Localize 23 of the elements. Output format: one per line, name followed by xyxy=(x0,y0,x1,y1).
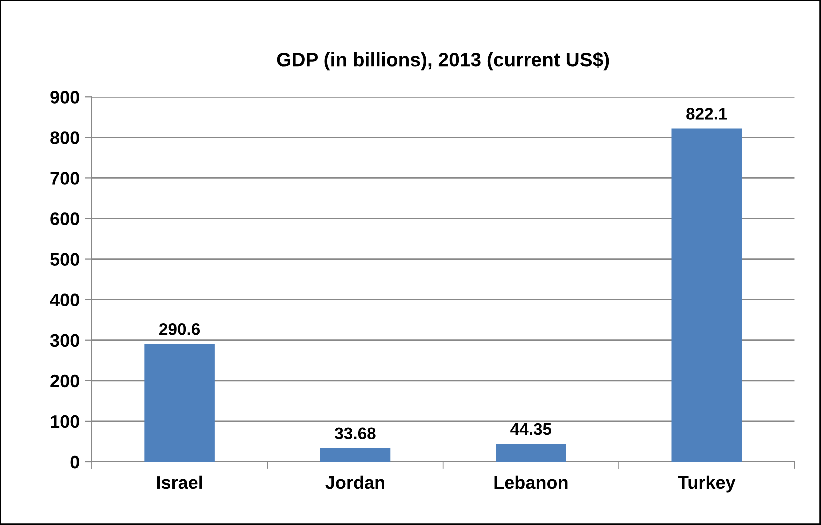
y-tick-label: 100 xyxy=(51,415,80,428)
y-tick-label: 700 xyxy=(50,172,80,185)
data-label: 290.6 xyxy=(160,324,200,336)
x-tick-label: Israel xyxy=(157,476,202,490)
y-tick-label: 200 xyxy=(50,374,80,388)
bar xyxy=(320,448,391,462)
y-tick-label: 500 xyxy=(50,253,80,266)
y-tick-label: 400 xyxy=(50,294,80,307)
y-tick-label: 900 xyxy=(50,91,80,104)
chart-title: GDP (in billions), 2013 (current US$) xyxy=(277,52,610,71)
x-tick-label: Lebanon xyxy=(494,476,568,490)
x-tick-label: Turkey xyxy=(678,476,736,493)
y-tick-label: 300 xyxy=(50,334,80,348)
data-label: 33.68 xyxy=(335,428,376,440)
x-tick-label: Jordan xyxy=(326,476,384,490)
bar xyxy=(144,344,215,462)
bar xyxy=(672,128,742,462)
y-tick-label: 0 xyxy=(70,456,80,469)
data-label: 822.1 xyxy=(686,108,728,120)
bar xyxy=(496,444,566,462)
data-label: 44.35 xyxy=(510,423,552,436)
y-tick-label: 800 xyxy=(50,132,80,144)
y-tick-label: 600 xyxy=(50,212,80,226)
